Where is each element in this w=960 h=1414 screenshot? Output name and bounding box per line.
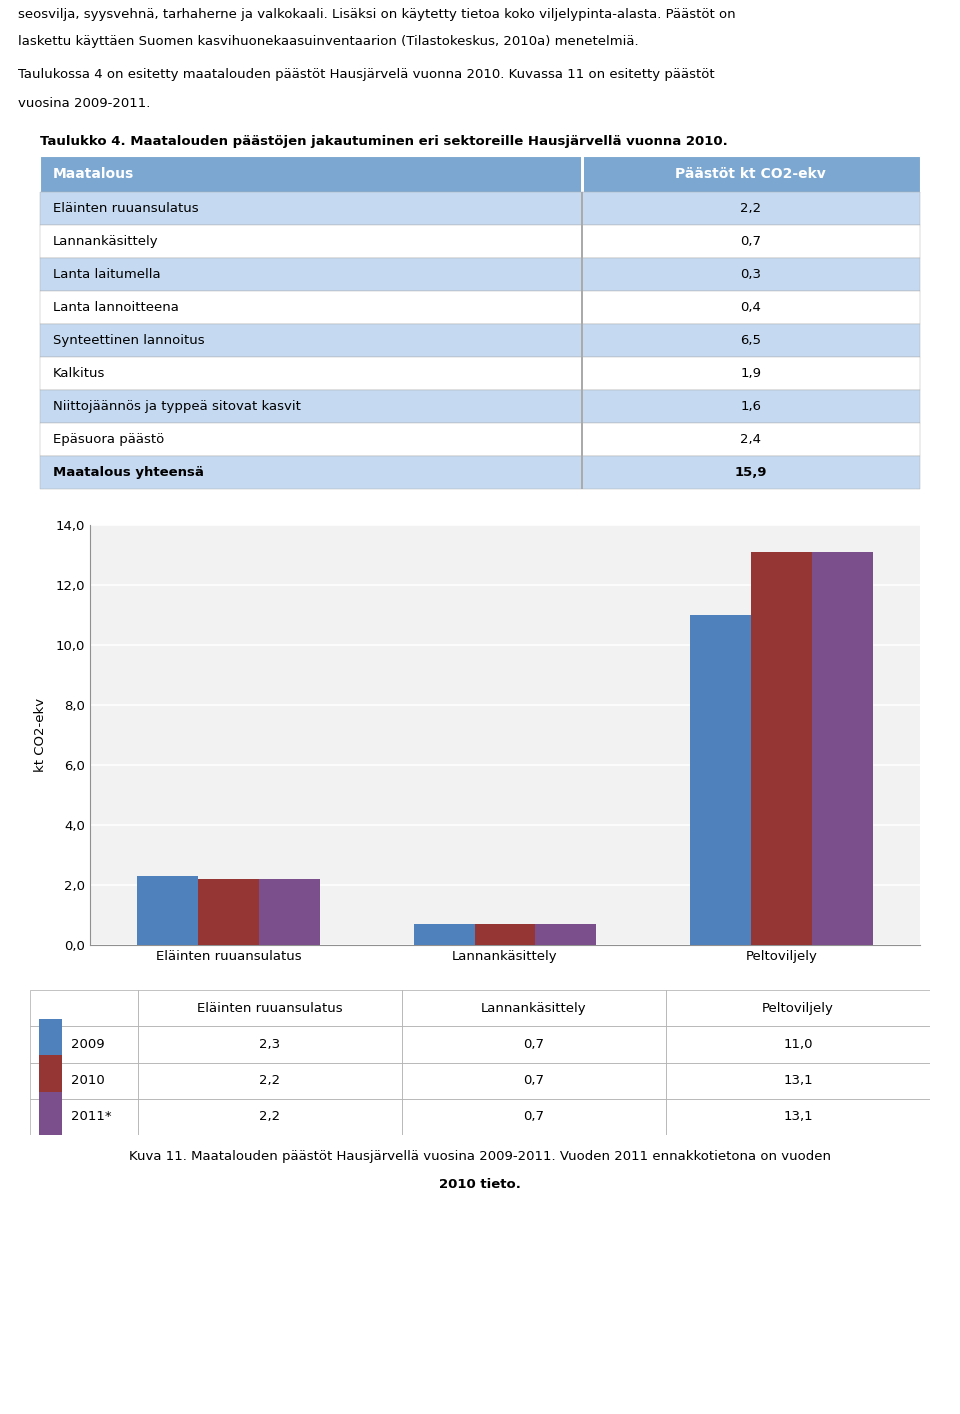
Bar [581, 324, 583, 356]
Text: Lanta laitumella: Lanta laitumella [53, 269, 161, 281]
Bar [752, 551, 812, 945]
Text: Lannankäsittely: Lannankäsittely [53, 235, 158, 247]
Bar [666, 990, 930, 1027]
Bar [40, 356, 920, 390]
Text: Epäsuora päästö: Epäsuora päästö [53, 433, 164, 445]
Text: 0,7: 0,7 [523, 1038, 544, 1051]
Bar [402, 990, 666, 1027]
Text: 2009: 2009 [70, 1038, 104, 1051]
Text: Päästöt kt CO2-ekv: Päästöt kt CO2-ekv [675, 167, 826, 181]
Bar [40, 257, 920, 291]
Text: CO2-RAPORTTI  |  BENVIROC OY 2012: CO2-RAPORTTI | BENVIROC OY 2012 [48, 1389, 282, 1401]
Bar [666, 1027, 930, 1062]
Text: 13,1: 13,1 [783, 1110, 813, 1123]
Text: 2010: 2010 [70, 1075, 105, 1087]
Bar [30, 990, 138, 1027]
Y-axis label: kt CO2-ekv: kt CO2-ekv [35, 699, 47, 772]
Text: Lannankäsittely: Lannankäsittely [481, 1001, 587, 1015]
Text: 2,4: 2,4 [740, 433, 761, 445]
Bar [137, 877, 198, 945]
Bar [536, 923, 596, 945]
Text: 0,3: 0,3 [740, 269, 761, 281]
Bar [581, 257, 583, 291]
Text: 0,7: 0,7 [523, 1075, 544, 1087]
Text: 2011*: 2011* [70, 1110, 111, 1123]
Bar [581, 455, 583, 489]
Bar [138, 990, 402, 1027]
Bar [40, 192, 920, 225]
Bar [581, 192, 583, 225]
Bar [259, 880, 320, 945]
Text: 0,7: 0,7 [523, 1110, 544, 1123]
Bar [198, 880, 259, 945]
Text: 2010 tieto.: 2010 tieto. [439, 1178, 521, 1191]
Bar [138, 1099, 402, 1135]
Bar [581, 291, 583, 324]
Bar [666, 1099, 930, 1135]
Text: 0,4: 0,4 [740, 301, 761, 314]
Bar [30, 1062, 138, 1099]
Text: Peltoviljely: Peltoviljely [762, 1001, 834, 1015]
Text: Taulukko 4. Maatalouden päästöjen jakautuminen eri sektoreille Hausjärvellä vuon: Taulukko 4. Maatalouden päästöjen jakaut… [40, 134, 728, 147]
Bar [40, 455, 920, 489]
Bar [40, 423, 920, 455]
Bar [39, 1055, 61, 1106]
Text: 2,3: 2,3 [259, 1038, 280, 1051]
Bar [581, 225, 583, 257]
Bar [138, 1027, 402, 1062]
Text: 15,9: 15,9 [734, 467, 767, 479]
Bar [690, 615, 752, 945]
Text: 0,7: 0,7 [740, 235, 761, 247]
Bar [402, 1027, 666, 1062]
Bar [40, 225, 920, 257]
Bar [812, 551, 873, 945]
Bar [39, 1019, 61, 1070]
Bar [581, 423, 583, 455]
Text: Kalkitus: Kalkitus [53, 368, 106, 380]
Text: Maatalous yhteensä: Maatalous yhteensä [53, 467, 204, 479]
Bar [30, 1099, 138, 1135]
Text: 6,5: 6,5 [740, 334, 761, 346]
Text: 2,2: 2,2 [259, 1075, 280, 1087]
Text: Synteettinen lannoitus: Synteettinen lannoitus [53, 334, 204, 346]
Text: 13,1: 13,1 [783, 1075, 813, 1087]
Text: Eläinten ruuansulatus: Eläinten ruuansulatus [197, 1001, 343, 1015]
Bar [40, 156, 920, 192]
Bar [40, 291, 920, 324]
Bar [581, 390, 583, 423]
Text: 1,9: 1,9 [740, 368, 761, 380]
Text: Taulukossa 4 on esitetty maatalouden päästöt Hausjärvelä vuonna 2010. Kuvassa 11: Taulukossa 4 on esitetty maatalouden pää… [18, 68, 714, 81]
Text: 11,0: 11,0 [783, 1038, 813, 1051]
Bar [666, 1062, 930, 1099]
Text: Lanta lannoitteena: Lanta lannoitteena [53, 301, 180, 314]
Text: 2,2: 2,2 [740, 202, 761, 215]
Bar [39, 1092, 61, 1143]
Text: 18: 18 [897, 1383, 931, 1407]
Bar [30, 1027, 138, 1062]
Bar [40, 324, 920, 356]
Text: 1,6: 1,6 [740, 400, 761, 413]
Bar [40, 390, 920, 423]
Bar [402, 1099, 666, 1135]
Bar [474, 923, 536, 945]
Bar [138, 1062, 402, 1099]
Text: 2,2: 2,2 [259, 1110, 280, 1123]
Text: vuosina 2009-2011.: vuosina 2009-2011. [18, 96, 151, 110]
Bar [414, 923, 474, 945]
Text: Niittojäännös ja typpeä sitovat kasvit: Niittojäännös ja typpeä sitovat kasvit [53, 400, 301, 413]
Bar [402, 1062, 666, 1099]
Text: Maatalous: Maatalous [53, 167, 134, 181]
Bar [581, 156, 584, 192]
Text: laskettu käyttäen Suomen kasvihuonekaasuinventaarion (Tilastokeskus, 2010a) mene: laskettu käyttäen Suomen kasvihuonekaasu… [18, 35, 638, 48]
Text: Eläinten ruuansulatus: Eläinten ruuansulatus [53, 202, 199, 215]
Text: seosvilja, syysvehnä, tarhaherne ja valkokaali. Lisäksi on käytetty tietoa koko : seosvilja, syysvehnä, tarhaherne ja valk… [18, 8, 735, 21]
Bar [581, 356, 583, 390]
Text: Kuva 11. Maatalouden päästöt Hausjärvellä vuosina 2009-2011. Vuoden 2011 ennakko: Kuva 11. Maatalouden päästöt Hausjärvell… [129, 1150, 831, 1162]
